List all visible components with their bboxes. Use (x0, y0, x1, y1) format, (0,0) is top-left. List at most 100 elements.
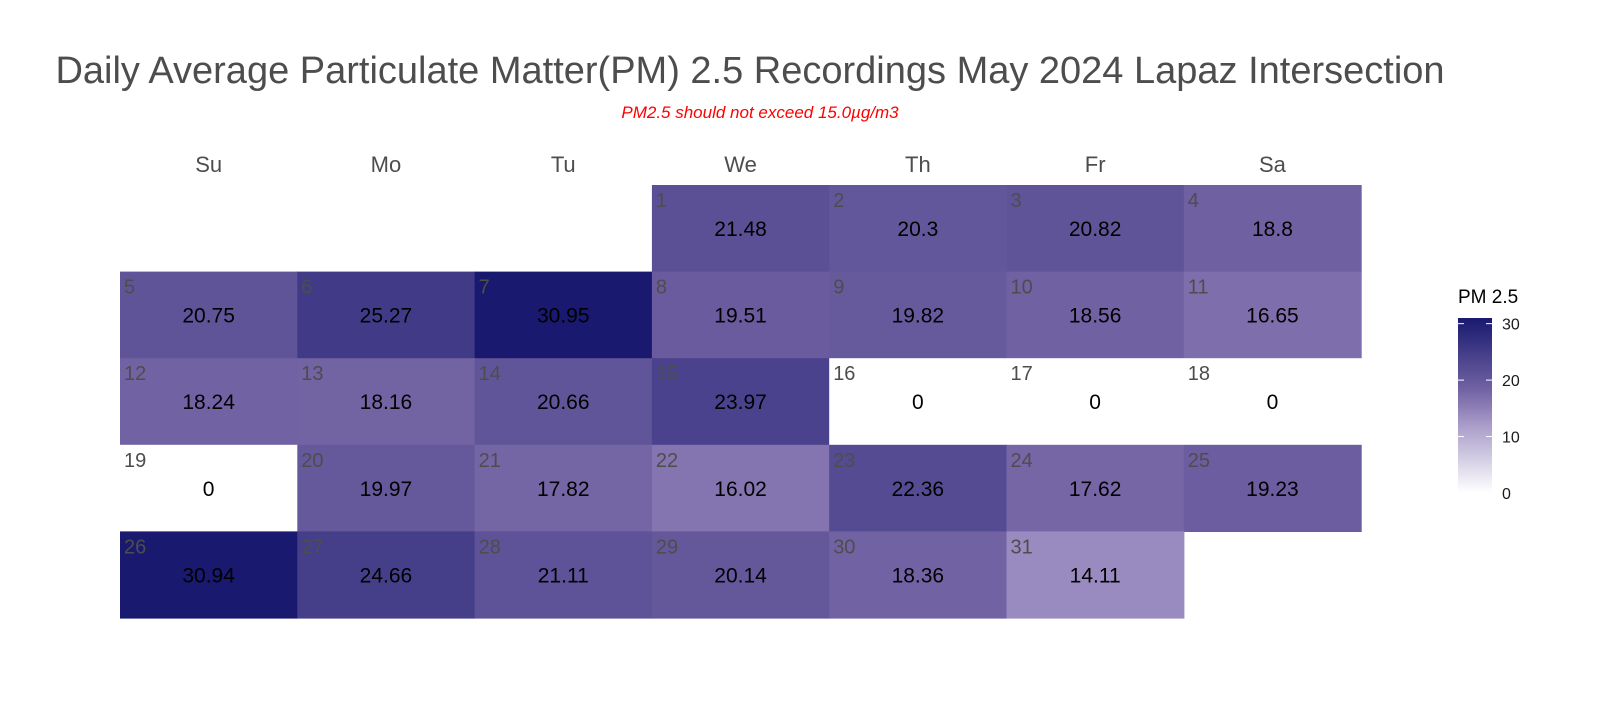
day-number: 18 (1188, 363, 1210, 385)
cell-fill (829, 444, 1008, 532)
calendar-cell-day-31: 31 14.11 (1006, 531, 1185, 619)
value-label: 18.56 (1069, 305, 1122, 328)
day-number: 15 (656, 363, 678, 385)
chart-title: Daily Average Particulate Matter(PM) 2.5… (55, 50, 1445, 92)
weekday-label-mo: Mo (371, 152, 402, 177)
weekday-label-fr: Fr (1085, 152, 1106, 177)
value-label: 18.8 (1252, 218, 1293, 241)
value-label: 20.75 (182, 305, 235, 328)
cell-fill (1183, 444, 1362, 532)
value-label: 0 (1267, 391, 1279, 414)
cell-fill (829, 358, 1008, 446)
calendar-cell-day-5: 520.75 (120, 271, 298, 359)
day-number: 4 (1188, 190, 1199, 212)
cell-fill (651, 271, 830, 359)
day-number: 22 (656, 450, 678, 472)
value-label: 19.23 (1246, 478, 1299, 501)
day-number: 26 (124, 536, 146, 558)
value-label: 23.97 (714, 391, 767, 414)
cell-fill (1006, 271, 1185, 359)
cell-fill (651, 444, 830, 532)
cell-fill (474, 358, 653, 446)
day-number: 19 (124, 450, 146, 472)
value-label: 19.82 (892, 305, 945, 328)
day-number: 30 (833, 536, 855, 558)
calendar-cell-day-6: 625.27 (297, 271, 476, 359)
calendar-cell-day-8: 819.51 (651, 271, 830, 359)
value-label: 14.11 (1070, 564, 1121, 587)
value-label: 21.11 (538, 564, 589, 587)
day-number: 13 (301, 363, 323, 385)
calendar-cell-day-30: 30 18.36 (829, 531, 1008, 619)
cell-fill (1183, 271, 1362, 359)
day-number: 6 (301, 277, 312, 299)
cell-fill (1006, 531, 1185, 619)
cell-fill (1183, 185, 1362, 273)
calendar-cell-day-20: 20 19.97 (297, 444, 476, 532)
value-label: 21.48 (714, 218, 767, 241)
cell-fill (829, 185, 1008, 273)
value-label: 20.66 (537, 391, 590, 414)
weekday-label-su: Su (195, 152, 222, 177)
value-label: 22.36 (892, 478, 945, 501)
calendar-cell-day-3: 320.82 (1006, 185, 1185, 273)
value-label: 0 (912, 391, 924, 414)
day-number: 23 (833, 450, 855, 472)
calendar-cell-day-23: 23 22.36 (829, 444, 1008, 532)
calendar-cell-day-1: 121.48 (651, 185, 830, 273)
cell-fill (474, 531, 653, 619)
value-label: 30.94 (182, 564, 235, 587)
day-number: 21 (479, 450, 501, 472)
day-number: 12 (124, 363, 146, 385)
calendar-cell-day-16: 16 0 (829, 358, 1008, 446)
value-label: 0 (1089, 391, 1101, 414)
value-label: 17.82 (537, 478, 590, 501)
day-number: 17 (1011, 363, 1033, 385)
cell-fill (829, 271, 1008, 359)
day-number: 8 (656, 277, 667, 299)
calendar-cell-day-24: 24 17.62 (1006, 444, 1185, 532)
calendar-cell-day-15: 15 23.97 (651, 358, 830, 446)
day-number: 10 (1011, 277, 1033, 299)
cell-fill (297, 531, 476, 619)
value-label: 0 (203, 478, 215, 501)
calendar-cell-day-10: 10 18.56 (1006, 271, 1185, 359)
legend-tick-label: 30 (1502, 317, 1520, 334)
calendar-cell-day-9: 919.82 (829, 271, 1008, 359)
weekday-label-we: We (724, 152, 757, 177)
cell-fill (651, 531, 830, 619)
value-label: 20.14 (714, 564, 767, 587)
value-label: 18.16 (360, 391, 413, 414)
legend-tick-label: 10 (1502, 430, 1520, 447)
calendar-cell-day-4: 418.8 (1183, 185, 1362, 273)
calendar-cell-day-12: 12 18.24 (120, 358, 298, 446)
cell-fill (120, 358, 298, 446)
day-number: 24 (1011, 450, 1033, 472)
value-label: 18.36 (892, 564, 945, 587)
day-number: 16 (833, 363, 855, 385)
cell-fill (1006, 444, 1185, 532)
day-number: 1 (656, 190, 667, 212)
cell-fill (474, 271, 653, 359)
value-label: 20.82 (1069, 218, 1122, 241)
cell-fill (1183, 358, 1362, 446)
day-number: 3 (1011, 190, 1022, 212)
calendar-cell-day-11: 11 16.65 (1183, 271, 1362, 359)
day-number: 11 (1188, 277, 1209, 299)
calendar-cell-day-2: 220.3 (829, 185, 1008, 273)
day-number: 31 (1011, 536, 1033, 558)
value-label: 16.02 (714, 478, 767, 501)
day-number: 9 (833, 277, 844, 299)
day-number: 7 (479, 277, 490, 299)
calendar-cell-day-7: 730.95 (474, 271, 653, 359)
value-label: 24.66 (360, 564, 413, 587)
calendar-cell-day-18: 18 0 (1183, 358, 1362, 446)
day-number: 28 (479, 536, 501, 558)
calendar-cell-day-13: 13 18.16 (297, 358, 476, 446)
weekday-label-th: Th (905, 152, 931, 177)
legend-tick-label: 0 (1502, 486, 1511, 503)
weekday-label-tu: Tu (551, 152, 576, 177)
cell-fill (120, 531, 298, 619)
